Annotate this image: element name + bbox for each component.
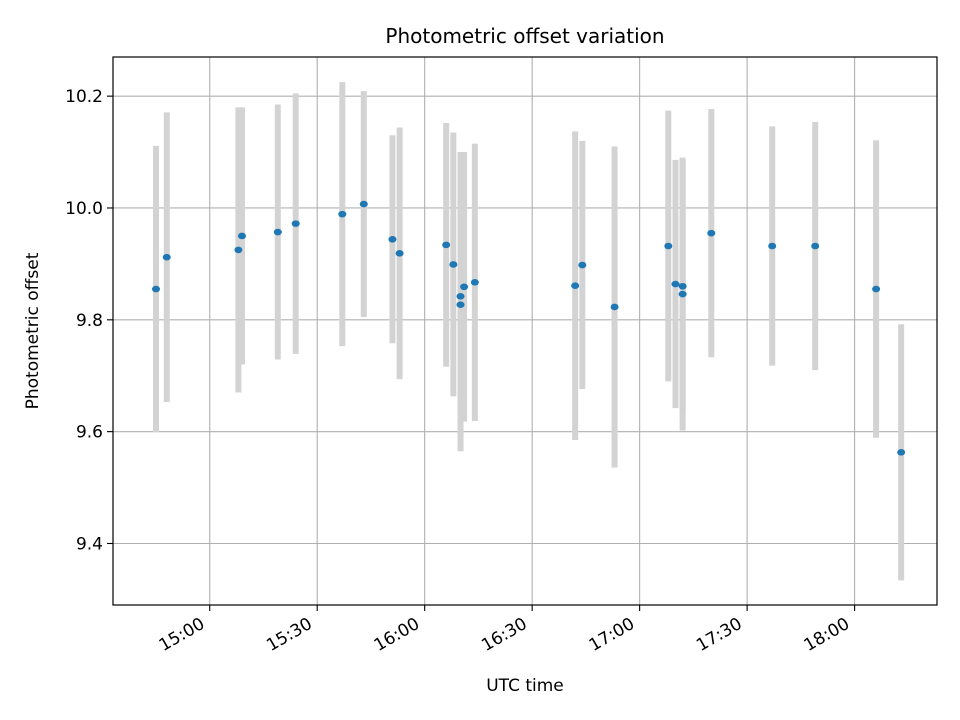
data-point-19 [664,242,673,250]
plot-frame [112,56,938,606]
x-axis-label: UTC time [486,676,564,696]
data-point-26 [872,285,881,293]
y-tick-label-2: 9.8 [76,311,103,331]
y-axis-ticks: 9.4 9.6 9.8 10.0 10.2 [65,87,113,554]
chart-title: Photometric offset variation [385,24,664,48]
data-point-22 [678,290,687,298]
data-point-2 [234,246,243,254]
y-tick-label-4: 10.2 [65,87,103,107]
data-point-25 [811,242,820,250]
data-point-9 [395,249,404,257]
data-point-16 [571,282,580,290]
data-point-18 [610,303,619,311]
data-point-10 [442,241,451,249]
data-point-5 [291,220,300,227]
data-point-12 [456,301,465,309]
data-point-15 [470,279,479,286]
data-point-3 [237,232,246,240]
data-point-27 [897,449,906,456]
data-point-24 [768,242,777,250]
y-tick-label-3: 10.0 [65,199,103,219]
y-tick-label-0: 9.4 [76,534,103,554]
y-axis-label: Photometric offset [23,252,43,409]
data-point-4 [273,228,282,236]
data-point-14 [460,283,469,291]
data-point-13 [456,293,465,300]
y-tick-label-1: 9.6 [76,423,103,443]
data-point-0 [151,285,160,293]
data-point-21 [678,282,687,290]
data-point-11 [449,261,458,268]
data-point-23 [707,229,716,237]
data-point-20 [671,280,680,288]
data-markers [151,200,906,456]
data-point-1 [162,253,171,261]
grid-lines [113,57,937,605]
data-point-8 [388,235,397,243]
data-point-17 [578,261,587,269]
data-point-6 [338,210,347,218]
data-point-7 [359,200,368,208]
